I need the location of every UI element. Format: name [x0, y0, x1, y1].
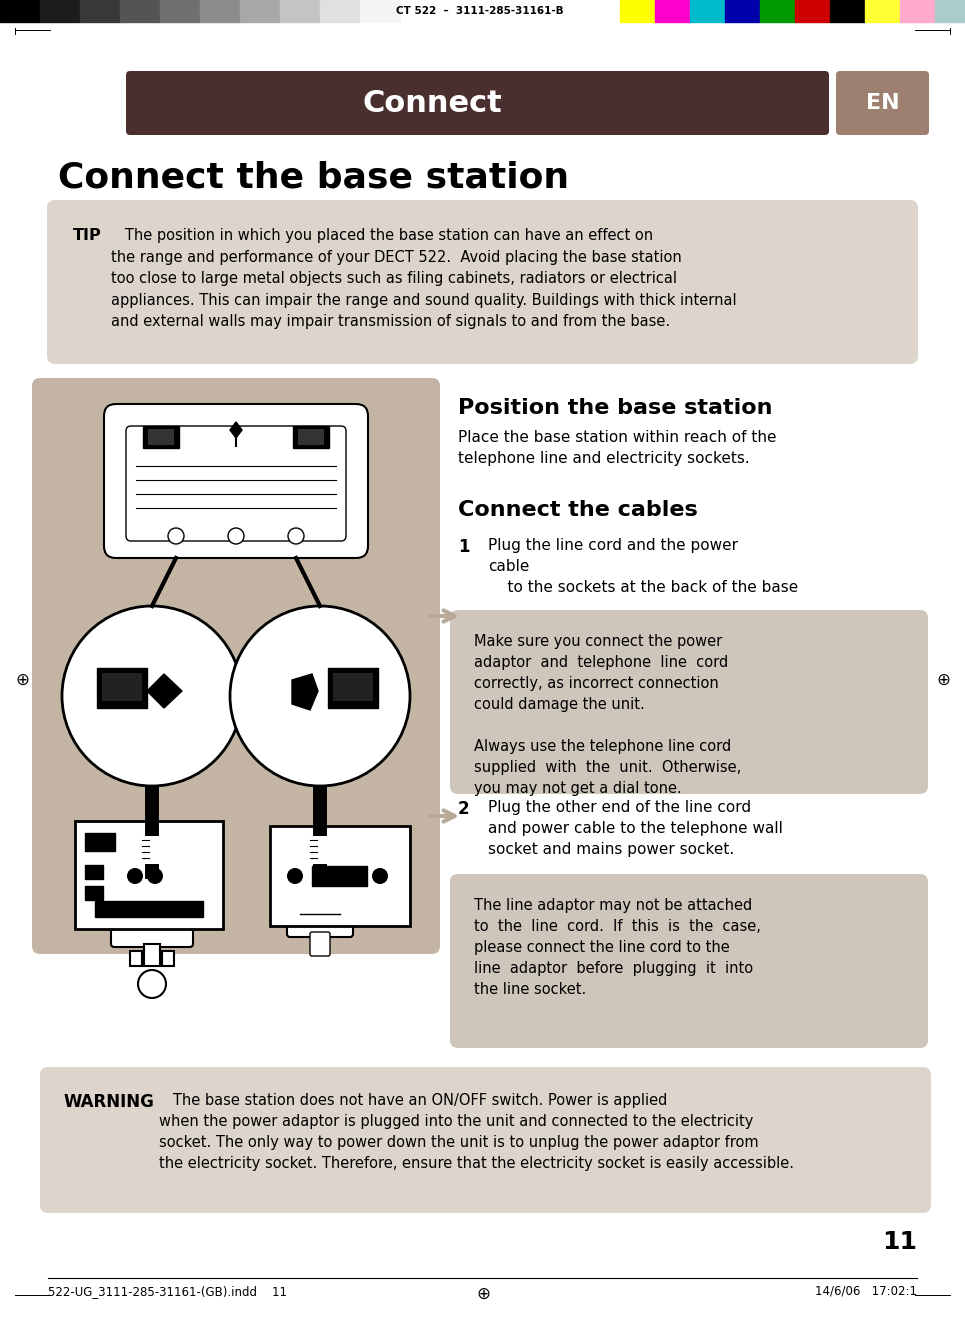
Circle shape — [372, 869, 388, 884]
Polygon shape — [147, 675, 182, 708]
Bar — [120, 0, 160, 23]
FancyBboxPatch shape — [287, 876, 353, 938]
Bar — [102, 673, 142, 701]
Bar — [160, 0, 200, 23]
Bar — [655, 0, 690, 23]
Text: ⊕: ⊕ — [476, 1286, 490, 1303]
Text: The position in which you placed the base station can have an effect on
the rang: The position in which you placed the bas… — [111, 228, 736, 329]
Bar — [148, 429, 174, 445]
Bar — [690, 0, 725, 23]
Text: Make sure you connect the power
adaptor  and  telephone  line  cord
correctly, a: Make sure you connect the power adaptor … — [474, 633, 741, 795]
Text: Plug the line cord and the power
cable
    to the sockets at the back of the bas: Plug the line cord and the power cable t… — [488, 538, 798, 595]
Text: 11: 11 — [883, 1230, 918, 1254]
Bar — [333, 673, 373, 701]
FancyBboxPatch shape — [47, 201, 918, 364]
Text: Connect the cables: Connect the cables — [458, 501, 698, 521]
Bar — [795, 0, 830, 23]
FancyBboxPatch shape — [310, 932, 330, 956]
Text: Position the base station: Position the base station — [458, 398, 773, 418]
Bar — [328, 668, 378, 708]
Bar — [865, 0, 900, 23]
FancyBboxPatch shape — [450, 610, 928, 794]
Text: 14/6/06   17:02:1: 14/6/06 17:02:1 — [815, 1286, 917, 1297]
Text: Connect: Connect — [363, 89, 503, 117]
Bar — [760, 0, 795, 23]
Text: Connect the base station: Connect the base station — [58, 159, 569, 194]
Bar — [935, 0, 965, 23]
Text: Plug the other end of the line cord
and power cable to the telephone wall
socket: Plug the other end of the line cord and … — [488, 799, 783, 857]
Bar — [320, 0, 360, 23]
FancyBboxPatch shape — [32, 378, 440, 954]
Text: ⊕: ⊕ — [15, 671, 29, 689]
Circle shape — [62, 606, 242, 786]
Bar — [280, 0, 320, 23]
Circle shape — [138, 969, 166, 999]
Bar — [620, 0, 655, 23]
Bar — [293, 426, 329, 448]
Bar — [162, 951, 174, 965]
Bar — [830, 0, 865, 23]
Bar — [312, 866, 367, 886]
Bar — [240, 0, 280, 23]
Bar — [80, 0, 120, 23]
Bar — [85, 833, 115, 851]
Bar — [144, 944, 160, 965]
Bar — [0, 0, 40, 23]
Text: 2: 2 — [458, 799, 470, 818]
FancyBboxPatch shape — [450, 874, 928, 1048]
Text: EN: EN — [866, 93, 899, 113]
Bar — [85, 865, 103, 879]
Bar — [138, 837, 166, 865]
Circle shape — [230, 606, 410, 786]
Text: CT 522  –  3111-285-31161-B: CT 522 – 3111-285-31161-B — [397, 7, 564, 16]
Bar — [85, 886, 103, 900]
Circle shape — [168, 529, 184, 544]
Circle shape — [287, 869, 303, 884]
Circle shape — [147, 869, 163, 884]
Text: TIP: TIP — [73, 228, 101, 243]
Bar — [200, 0, 240, 23]
Polygon shape — [292, 675, 318, 710]
Bar — [130, 951, 142, 965]
FancyBboxPatch shape — [836, 70, 929, 135]
Bar — [95, 900, 203, 918]
Text: WARNING: WARNING — [64, 1093, 154, 1112]
Text: 522-UG_3111-285-31161-(GB).indd    11: 522-UG_3111-285-31161-(GB).indd 11 — [48, 1286, 287, 1297]
Bar — [298, 429, 324, 445]
Text: The line adaptor may not be attached
to  the  line  cord.  If  this  is  the  ca: The line adaptor may not be attached to … — [474, 898, 760, 997]
Circle shape — [288, 529, 304, 544]
Bar — [270, 826, 410, 926]
Text: 1: 1 — [458, 538, 470, 556]
Bar — [97, 668, 147, 708]
Bar — [143, 426, 179, 448]
Polygon shape — [230, 422, 242, 438]
Circle shape — [228, 529, 244, 544]
FancyBboxPatch shape — [104, 404, 368, 558]
Bar — [40, 0, 80, 23]
Bar — [360, 0, 400, 23]
Bar — [306, 837, 334, 865]
Bar — [900, 0, 935, 23]
FancyBboxPatch shape — [126, 426, 346, 540]
FancyBboxPatch shape — [111, 876, 193, 947]
Circle shape — [127, 869, 143, 884]
Bar — [75, 821, 223, 930]
FancyBboxPatch shape — [40, 1066, 931, 1212]
Text: Place the base station within reach of the
telephone line and electricity socket: Place the base station within reach of t… — [458, 430, 777, 466]
Text: The base station does not have an ON/OFF switch. Power is applied
when the power: The base station does not have an ON/OFF… — [159, 1093, 794, 1171]
Text: ⊕: ⊕ — [936, 671, 950, 689]
Bar — [725, 0, 760, 23]
FancyBboxPatch shape — [126, 70, 829, 135]
